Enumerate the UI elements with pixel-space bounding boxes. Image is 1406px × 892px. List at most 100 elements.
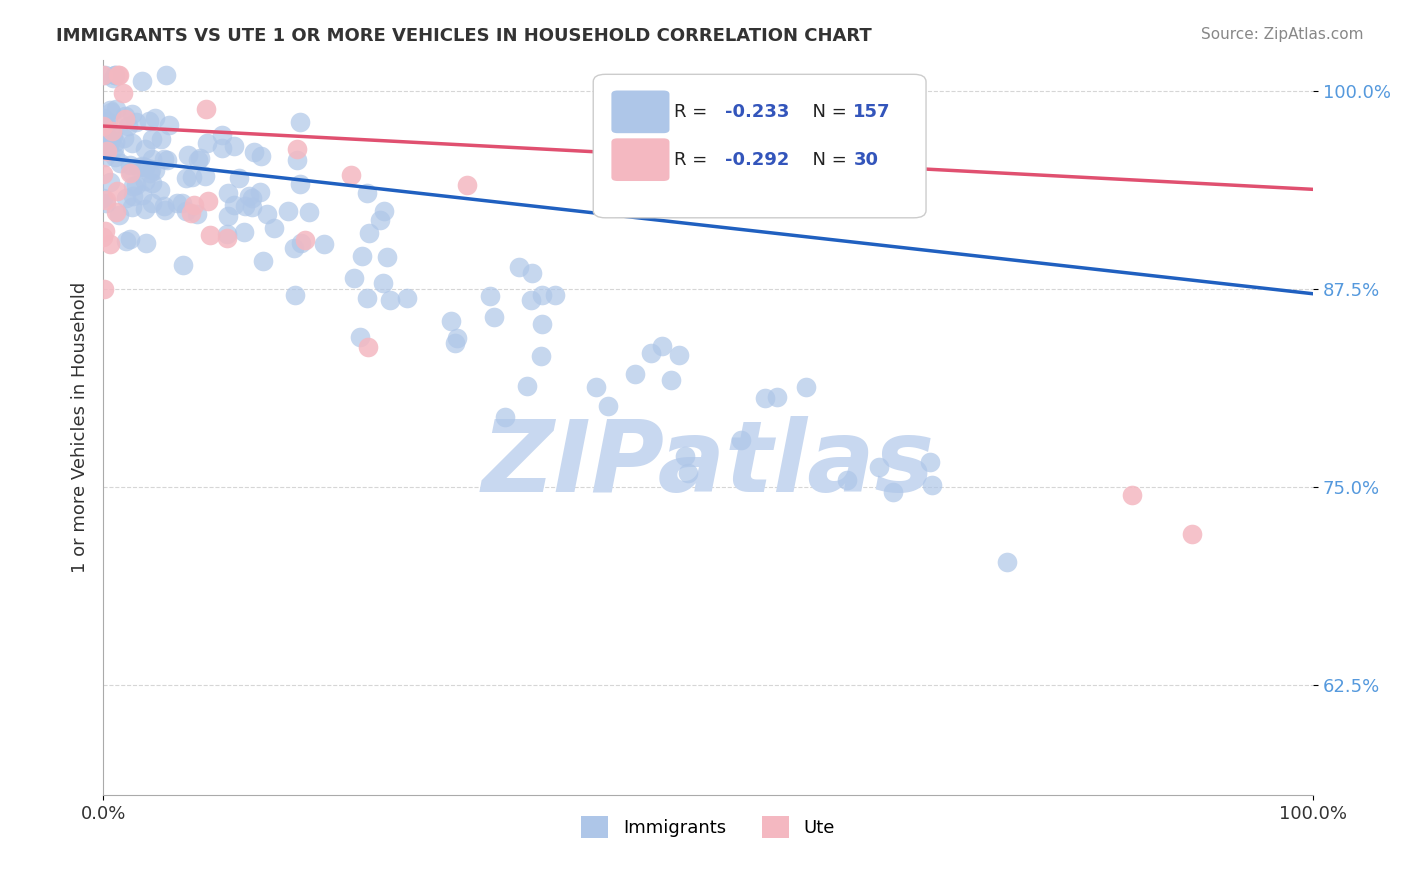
Point: [186, 207, 208, 221]
Point: [484, 310, 506, 325]
Point: [98, 136, 121, 151]
Point: [200, 228, 222, 243]
Point: [340, 168, 363, 182]
Point: [121, 179, 143, 194]
Point: [217, 209, 239, 223]
Point: [121, 136, 143, 150]
Point: [121, 200, 143, 214]
Point: [96, 117, 118, 131]
Point: [222, 198, 245, 212]
Point: [138, 113, 160, 128]
Point: [217, 186, 239, 200]
Point: [112, 86, 135, 100]
Point: [103, 141, 125, 155]
Point: [115, 191, 138, 205]
Point: [139, 166, 162, 180]
Point: [522, 266, 544, 280]
Point: [375, 250, 398, 264]
Point: [1121, 488, 1143, 502]
Point: [127, 161, 149, 175]
Point: [352, 250, 374, 264]
Point: [835, 473, 858, 487]
Point: [135, 235, 157, 250]
Point: [1181, 527, 1204, 541]
Point: [93, 114, 115, 128]
Point: [91, 120, 114, 135]
Point: [176, 148, 198, 162]
Point: [373, 203, 395, 218]
Point: [108, 69, 131, 83]
Point: [494, 410, 516, 425]
Point: [659, 373, 682, 387]
Point: [314, 236, 336, 251]
Point: [91, 167, 114, 181]
Point: [794, 380, 817, 394]
Point: [651, 339, 673, 353]
Point: [766, 390, 789, 404]
Point: [91, 69, 114, 83]
Point: [668, 347, 690, 361]
Point: [508, 260, 530, 274]
Point: [222, 138, 245, 153]
Point: [115, 234, 138, 248]
Point: [290, 236, 312, 251]
Point: [754, 391, 776, 405]
Text: 30: 30: [853, 151, 879, 169]
Text: R =: R =: [675, 103, 713, 120]
Point: [149, 183, 172, 197]
Point: [194, 102, 217, 116]
Point: [530, 350, 553, 364]
Point: [98, 137, 121, 152]
Point: [149, 131, 172, 145]
Point: [211, 141, 233, 155]
Point: [277, 204, 299, 219]
Point: [155, 69, 177, 83]
Point: [624, 367, 647, 381]
Point: [107, 69, 129, 83]
Point: [294, 233, 316, 247]
Text: 157: 157: [853, 103, 891, 120]
Point: [104, 69, 127, 83]
Point: [114, 112, 136, 126]
Point: [243, 145, 266, 159]
Point: [120, 165, 142, 179]
Point: [96, 193, 118, 207]
Point: [249, 149, 271, 163]
Point: [100, 125, 122, 139]
FancyBboxPatch shape: [612, 138, 669, 181]
Point: [114, 131, 136, 145]
Point: [343, 270, 366, 285]
Point: [357, 340, 380, 354]
Legend: Immigrants, Ute: Immigrants, Ute: [574, 809, 842, 846]
Point: [240, 201, 263, 215]
Point: [356, 291, 378, 305]
Point: [91, 119, 114, 133]
Point: [131, 188, 153, 202]
Point: [94, 150, 117, 164]
Point: [596, 399, 619, 413]
Point: [131, 74, 153, 88]
Y-axis label: 1 or more Vehicles in Household: 1 or more Vehicles in Household: [72, 282, 89, 574]
Point: [166, 195, 188, 210]
Text: IMMIGRANTS VS UTE 1 OR MORE VEHICLES IN HOUSEHOLD CORRELATION CHART: IMMIGRANTS VS UTE 1 OR MORE VEHICLES IN …: [56, 27, 872, 45]
Point: [114, 109, 136, 123]
Point: [249, 186, 271, 200]
Point: [238, 188, 260, 202]
Point: [94, 141, 117, 155]
Text: ZIPatlas: ZIPatlas: [482, 416, 935, 513]
Text: N =: N =: [801, 103, 853, 120]
Point: [156, 153, 179, 167]
Point: [96, 195, 118, 210]
Point: [995, 555, 1018, 569]
Point: [91, 120, 114, 135]
Point: [373, 276, 395, 290]
Point: [117, 120, 139, 134]
Point: [396, 291, 419, 305]
Point: [157, 118, 180, 132]
Point: [256, 207, 278, 221]
Point: [172, 258, 194, 272]
Point: [349, 330, 371, 344]
Point: [285, 153, 308, 167]
Point: [153, 202, 176, 217]
Point: [284, 287, 307, 301]
